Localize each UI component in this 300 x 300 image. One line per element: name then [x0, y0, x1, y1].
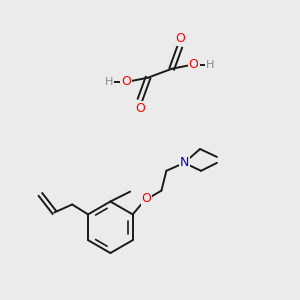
- Text: O: O: [175, 32, 185, 44]
- Text: O: O: [189, 58, 199, 71]
- Text: H: H: [105, 76, 114, 87]
- Text: O: O: [135, 102, 145, 115]
- Text: O: O: [142, 192, 152, 205]
- Text: O: O: [121, 75, 131, 88]
- Text: H: H: [206, 60, 214, 70]
- Text: N: N: [179, 156, 189, 170]
